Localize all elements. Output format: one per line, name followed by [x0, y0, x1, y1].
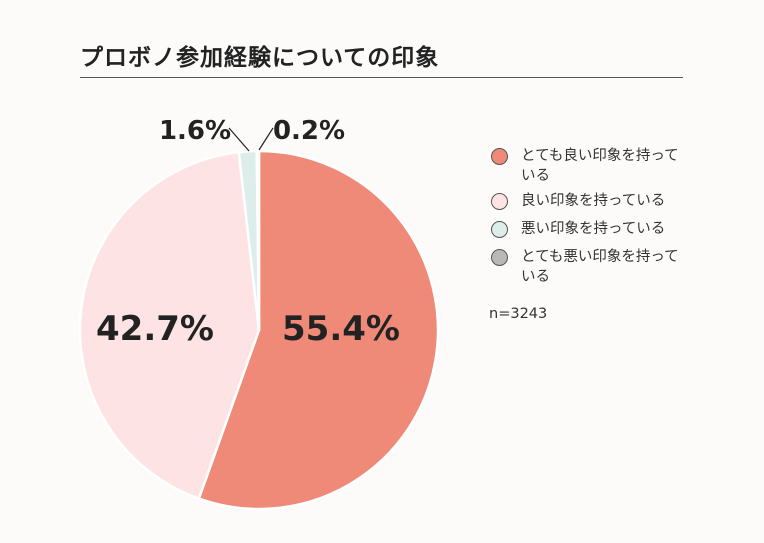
chart-legend: とても良い印象を持っている 良い印象を持っている 悪い印象を持っている とても悪… [489, 146, 689, 287]
legend-item-bad: 悪い印象を持っている [489, 219, 689, 239]
sample-size-label: n=3243 [489, 306, 548, 322]
legend-swatch-icon [491, 221, 508, 238]
title-divider [80, 77, 683, 78]
slice-label-very-bad: 0.2% [273, 116, 345, 146]
pie-slice-very-bad [255, 149, 261, 332]
slice-label-good: 42.7% [96, 309, 214, 349]
leader-line-1-6 [228, 127, 250, 152]
legend-item-very-bad: とても悪い印象を持っている [489, 247, 689, 287]
chart-title: プロボノ参加経験についての印象 [80, 45, 440, 71]
legend-swatch-icon [491, 193, 508, 210]
legend-item-very-good: とても良い印象を持っている [489, 146, 689, 186]
pie-slice-very-good [197, 149, 440, 511]
pie-slice-good [78, 150, 261, 500]
legend-swatch-icon [491, 148, 508, 165]
slice-label-very-good: 55.4% [282, 309, 400, 349]
slice-label-bad: 1.6% [159, 116, 231, 146]
leader-line-0-2 [258, 127, 274, 151]
legend-swatch-icon [491, 249, 508, 266]
legend-label: 良い印象を持っている [521, 193, 666, 209]
legend-label: 悪い印象を持っている [521, 221, 666, 237]
pie-slices [78, 149, 440, 511]
legend-label: とても良い印象を持っている [521, 148, 679, 184]
legend-item-good: 良い印象を持っている [489, 191, 689, 211]
legend-label: とても悪い印象を持っている [521, 249, 679, 285]
